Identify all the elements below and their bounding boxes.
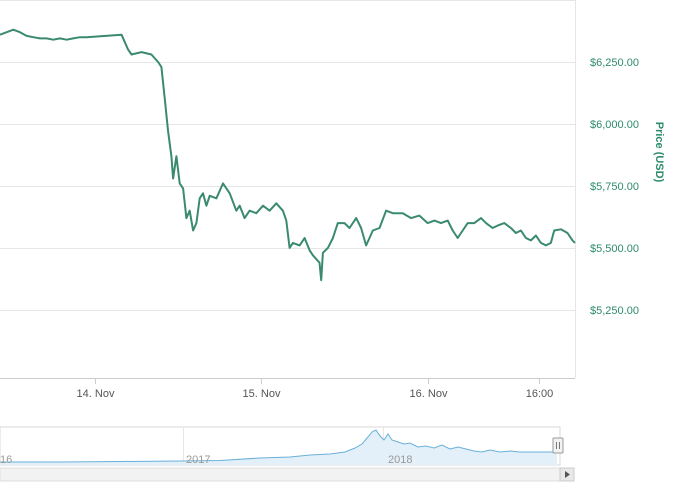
price-series-line — [0, 28, 576, 282]
navigator-year-label: 2018 — [388, 454, 412, 466]
x-tick-label: 14. Nov — [77, 388, 115, 400]
x-tick-label: 16:00 — [526, 388, 554, 400]
y-tick-label: $6,250.00 — [590, 57, 639, 69]
navigator-year-label: 2017 — [186, 454, 210, 466]
y-tick-label: $6,000.00 — [590, 119, 639, 131]
navigator-line — [0, 429, 557, 463]
y-tick-label: $5,250.00 — [590, 305, 639, 317]
navigator-area — [0, 430, 557, 465]
y-axis-title: Price (USD) — [653, 122, 665, 183]
scroll-right-arrow-icon — [565, 471, 570, 478]
y-tick-label: $5,750.00 — [590, 181, 639, 193]
scrollbar-track[interactable] — [0, 467, 561, 482]
y-tick-label: $5,500.00 — [590, 243, 639, 255]
navigator-handle[interactable] — [552, 437, 564, 454]
x-tick-label: 16. Nov — [410, 388, 448, 400]
navigator-year-label: 16 — [0, 454, 12, 466]
x-tick-label: 15. Nov — [243, 388, 281, 400]
